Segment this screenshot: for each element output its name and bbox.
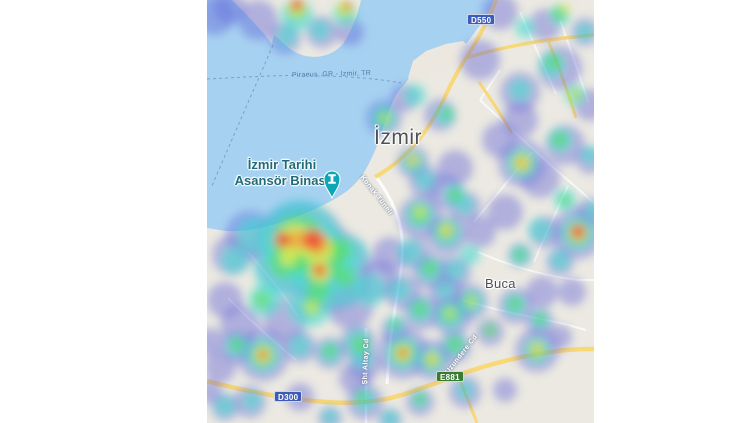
poi-label-line2: Asansör Binası	[234, 173, 330, 188]
port-pier	[408, 41, 471, 83]
district-label-buca: Buca	[485, 276, 516, 291]
elevator-pin-icon	[323, 170, 341, 200]
ferry-route-line-2	[210, 44, 274, 189]
city-label-izmir: İzmir	[374, 126, 422, 149]
poi-label-line1: İzmir Tarihi	[247, 157, 317, 172]
poi-label-asansor[interactable]: İzmir Tarihi Asansör Binası	[232, 157, 332, 189]
road-shield-d550: D550	[467, 14, 496, 25]
road-shield-d300: D300	[274, 391, 303, 402]
road-shield-e881: E881	[436, 371, 464, 382]
poi-marker-pin[interactable]	[320, 167, 344, 203]
